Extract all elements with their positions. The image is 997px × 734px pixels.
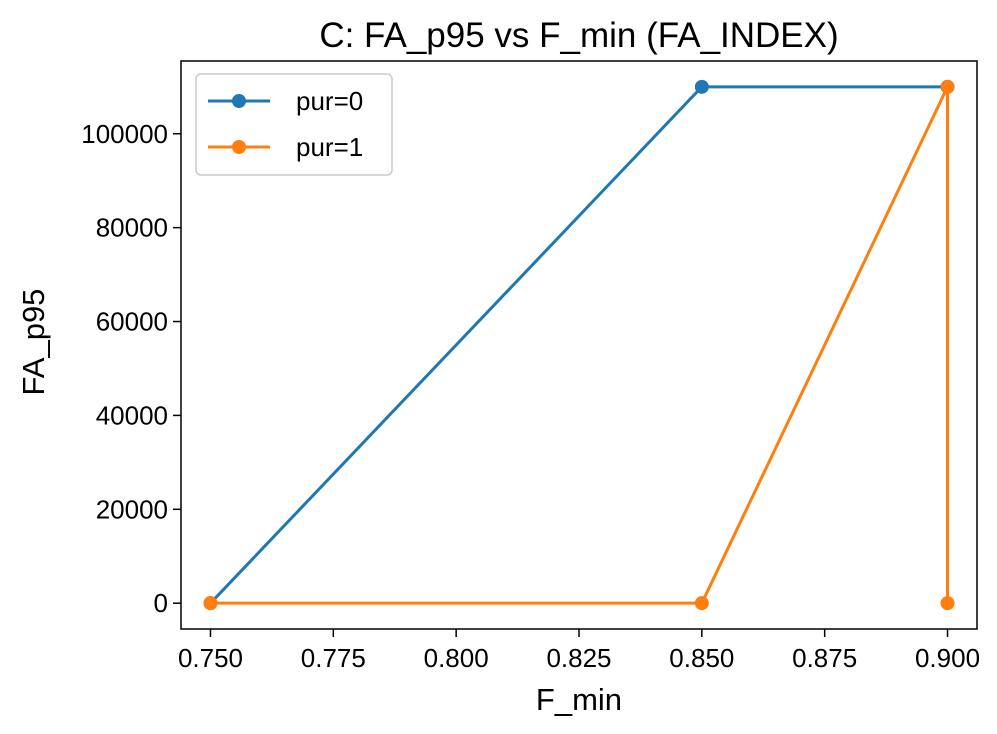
legend-item: pur=1	[208, 132, 363, 162]
x-axis: 0.750 0.775 0.800 0.825 0.850 0.875 0.900	[178, 629, 980, 673]
x-axis-label: F_min	[536, 682, 622, 717]
y-axis: 0 20000 40000 60000 80000 100000	[81, 119, 181, 618]
x-tick-label: 0.900	[915, 643, 980, 673]
data-point	[940, 79, 955, 94]
series-line	[210, 85, 950, 605]
legend: pur=0 pur=1	[195, 73, 393, 176]
y-tick-label: 60000	[96, 307, 168, 337]
chart-title: C: FA_p95 vs F_min (FA_INDEX)	[319, 16, 838, 55]
legend-label: pur=1	[296, 132, 363, 162]
x-tick-label: 0.825	[546, 643, 611, 673]
legend-label: pur=0	[296, 86, 363, 116]
legend-swatch-marker	[232, 94, 246, 108]
series-layer	[203, 79, 955, 611]
x-tick-label: 0.850	[669, 643, 734, 673]
y-tick-label: 80000	[96, 213, 168, 243]
plot-frame	[180, 60, 978, 630]
y-tick-label: 0	[154, 588, 168, 618]
y-tick-label: 20000	[96, 494, 168, 524]
legend-item: pur=0	[208, 86, 363, 116]
x-tick-label: 0.800	[424, 643, 489, 673]
x-tick-label: 0.775	[301, 643, 366, 673]
y-tick-label: 40000	[96, 400, 168, 430]
x-tick-label: 0.750	[178, 643, 243, 673]
data-point	[940, 596, 955, 611]
series-pur=1	[203, 79, 955, 611]
y-tick-label: 100000	[81, 119, 168, 149]
data-point	[694, 79, 709, 94]
data-point	[694, 596, 709, 611]
y-axis-label: FA_p95	[16, 289, 51, 396]
x-tick-label: 0.875	[792, 643, 857, 673]
data-point	[203, 596, 218, 611]
legend-swatch-marker	[232, 140, 246, 154]
